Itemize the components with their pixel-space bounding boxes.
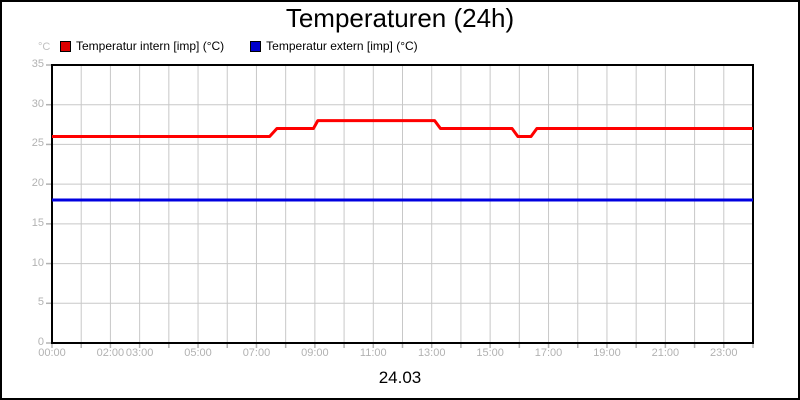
y-tick-label: 5 [37,296,44,309]
x-tick-label: 03:00 [125,347,154,359]
legend-label-extern: Temperatur extern [imp] (°C) [266,39,418,53]
series-line-0 [52,119,753,138]
x-tick-label: 07:00 [242,347,271,359]
y-tick-label: 25 [31,137,44,150]
x-tick-label: 05:00 [184,347,212,359]
y-axis-unit-label: °C [38,41,51,53]
x-tick-label: 00:00 [38,347,66,359]
x-tick-label: 15:00 [476,347,504,359]
x-tick-label: 11:00 [359,347,387,359]
legend-item-intern: Temperatur intern [imp] (°C) [60,39,224,53]
x-tick-label: 17:00 [534,347,563,359]
legend-swatch-intern-icon [60,40,71,52]
plot-border [51,64,754,344]
y-tick-label: 30 [31,97,44,110]
legend: Temperatur intern [imp] (°C) Temperatur … [60,39,418,53]
y-tick-label: 20 [31,177,44,190]
x-tick-label: 21:00 [651,347,680,359]
legend-item-extern: Temperatur extern [imp] (°C) [250,39,418,53]
y-tick-label: 0 [37,336,44,348]
x-tick-label: 19:00 [593,347,621,359]
y-tick-label: 35 [31,58,44,70]
y-tick-label: 10 [31,256,44,269]
x-tick-label: 23:00 [710,347,738,359]
x-axis-date-label: 24.03 [378,368,422,387]
x-tick-label: 02:00 [96,347,125,359]
chart-title: Temperaturen (24h) [285,3,515,33]
y-tick-label: 15 [31,216,44,229]
legend-swatch-extern-icon [250,40,262,52]
legend-label-intern: Temperatur intern [imp] (°C) [76,39,225,53]
x-tick-label: 09:00 [301,347,329,359]
x-tick-label: 13:00 [417,347,446,359]
